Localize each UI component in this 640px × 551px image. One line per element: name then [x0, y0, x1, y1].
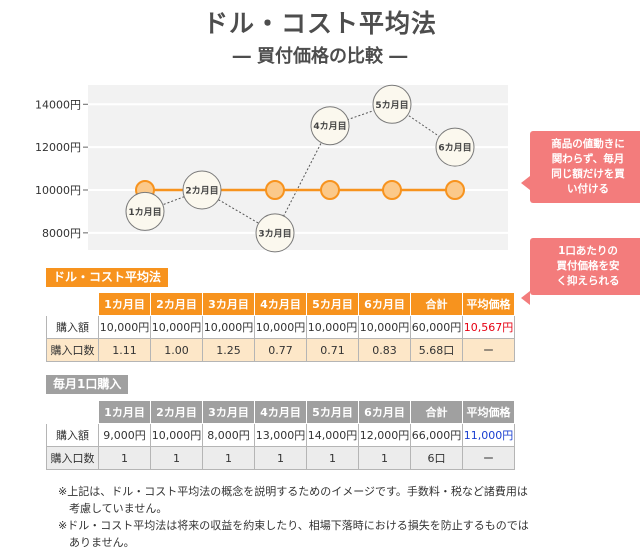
table-cell: 10,000円 [150, 423, 203, 447]
table1-header-cell: 4カ月目 [254, 292, 307, 316]
y-tick-label: 14000円 [35, 98, 81, 111]
table1-row-units: 購入口数 1.11 1.00 1.25 0.77 0.71 0.83 5.68口… [46, 338, 515, 362]
table-cell: 10,000円 [150, 315, 203, 339]
table-cell: 13,000円 [254, 423, 307, 447]
price-bubble [255, 213, 295, 253]
price-bubble [182, 170, 222, 210]
footnotes: ※上記は、ドル・コスト平均法の概念を説明するためのイメージです。手数料・税など諸… [58, 483, 529, 551]
table-cell: 60,000円 [410, 315, 463, 339]
footnote-line: ありません。 [58, 536, 135, 549]
table2-header-cell: 合計 [410, 400, 463, 424]
price-bubble-label: 6カ月目 [438, 143, 471, 154]
table1-tag: ドル・コスト平均法 [46, 268, 169, 287]
fixed-unit-table: 1カ月目 2カ月目 3カ月目 4カ月目 5カ月目 6カ月目 合計 平均価格 購入… [46, 400, 515, 470]
callout-equal-amount: 商品の値動きに 関わらず、毎月 同じ額だけを買 い付ける [521, 131, 640, 203]
price-bubble-label: 3カ月目 [258, 228, 291, 239]
price-bubble-label: 1カ月目 [128, 207, 161, 218]
table1-header-cell: 3カ月目 [202, 292, 255, 316]
table2-header-cell: 1カ月目 [98, 400, 151, 424]
table-cell: 1.11 [98, 338, 151, 362]
price-bubble-label: 5カ月目 [375, 100, 408, 111]
table2-header-cell: 平均価格 [462, 400, 515, 424]
constant-amount-point [265, 180, 285, 200]
table-cell: 1 [358, 446, 411, 470]
page-subtitle: ― 買付価格の比較 ― [232, 46, 408, 67]
callout-lower-price-text: 1口あたりの 買付価格を安 く抑えられる [556, 245, 620, 287]
table2-header-cell: 4カ月目 [254, 400, 307, 424]
table1-header-cell: 1カ月目 [98, 292, 151, 316]
table-cell: 1 [202, 446, 255, 470]
table2-header-cell: 2カ月目 [150, 400, 203, 424]
table2-header-cell [46, 400, 99, 424]
table-cell: 10,000円 [306, 315, 359, 339]
table-cell: 12,000円 [358, 423, 411, 447]
footnote-line: ※上記は、ドル・コスト平均法の概念を説明するためのイメージです。手数料・税など諸… [58, 485, 528, 498]
table-cell: 10,000円 [254, 315, 307, 339]
y-tick-label: 10000円 [35, 184, 81, 197]
table-cell: ー [462, 446, 515, 470]
constant-amount-point [320, 180, 340, 200]
table1-header-cell: 合計 [410, 292, 463, 316]
y-tick-label: 8000円 [42, 227, 81, 240]
table2-tag: 毎月1口購入 [46, 375, 129, 394]
table-cell: 10,000円 [358, 315, 411, 339]
table1-header-cell: 2カ月目 [150, 292, 203, 316]
table-cell: 6口 [410, 446, 463, 470]
price-bubble [125, 191, 165, 231]
table1-header-row: 1カ月目 2カ月目 3カ月目 4カ月目 5カ月目 6カ月目 合計 平均価格 [46, 292, 515, 316]
price-bubble [372, 84, 412, 124]
footnote-line: 考慮していません。 [58, 502, 168, 515]
price-bubble-label: 4カ月目 [313, 121, 346, 132]
table1-header-cell: 平均価格 [462, 292, 515, 316]
table2-header-row: 1カ月目 2カ月目 3カ月目 4カ月目 5カ月目 6カ月目 合計 平均価格 [46, 400, 515, 424]
price-chart: 8000円 10000円 12000円 14000円 1カ月目 2カ月目 3カ月目 4カ月目… [35, 84, 508, 253]
average-price-cell: 11,000円 [462, 423, 515, 447]
constant-amount-point [382, 180, 402, 200]
table-cell: ー [462, 338, 515, 362]
table-cell: 14,000円 [306, 423, 359, 447]
table-cell: 8,000円 [202, 423, 255, 447]
price-bubble-label: 2カ月目 [185, 186, 218, 197]
callout-lower-price: 1口あたりの 買付価格を安 く抑えられる [521, 238, 640, 305]
y-tick-label: 12000円 [35, 141, 81, 154]
price-bubble [435, 127, 475, 167]
table1-header-cell: 5カ月目 [306, 292, 359, 316]
table-cell: 1.25 [202, 338, 255, 362]
table-cell: 10,000円 [202, 315, 255, 339]
table2-header-cell: 5カ月目 [306, 400, 359, 424]
footnote-line: ※ドル・コスト平均法は将来の収益を約束したり、相場下落時における損失を防止するも… [58, 519, 529, 532]
table1-row-amount: 購入額 10,000円 10,000円 10,000円 10,000円 10,0… [46, 315, 515, 339]
table-cell: 1 [306, 446, 359, 470]
table-cell: 0.83 [358, 338, 411, 362]
table1-header-cell: 6カ月目 [358, 292, 411, 316]
table-cell: 購入口数 [46, 446, 99, 470]
table2-row-amount: 購入額 9,000円 10,000円 8,000円 13,000円 14,000… [46, 423, 515, 447]
table-cell: 66,000円 [410, 423, 463, 447]
average-price-cell: 10,567円 [462, 315, 515, 339]
table-cell: 9,000円 [98, 423, 151, 447]
table-cell: 1 [98, 446, 151, 470]
table1-header-cell [46, 292, 99, 316]
table-cell: 1 [150, 446, 203, 470]
dollar-cost-table: 1カ月目 2カ月目 3カ月目 4カ月目 5カ月目 6カ月目 合計 平均価格 購入… [46, 292, 515, 362]
table-cell: 0.71 [306, 338, 359, 362]
table-cell: 5.68口 [410, 338, 463, 362]
table2-header-cell: 3カ月目 [202, 400, 255, 424]
table2-row-units: 購入口数 1 1 1 1 1 1 6口 ー [46, 446, 515, 470]
table-cell: 購入額 [46, 423, 99, 447]
callout-equal-amount-text: 商品の値動きに 関わらず、毎月 同じ額だけを買 い付ける [551, 138, 625, 195]
table-cell: 購入額 [46, 315, 99, 339]
price-bubble [310, 106, 350, 146]
table-cell: 0.77 [254, 338, 307, 362]
page-title: ドル・コスト平均法 [202, 9, 437, 38]
table-cell: 10,000円 [98, 315, 151, 339]
table-cell: 1 [254, 446, 307, 470]
table-cell: 1.00 [150, 338, 203, 362]
constant-amount-point [445, 180, 465, 200]
table2-header-cell: 6カ月目 [358, 400, 411, 424]
table-cell: 購入口数 [46, 338, 99, 362]
